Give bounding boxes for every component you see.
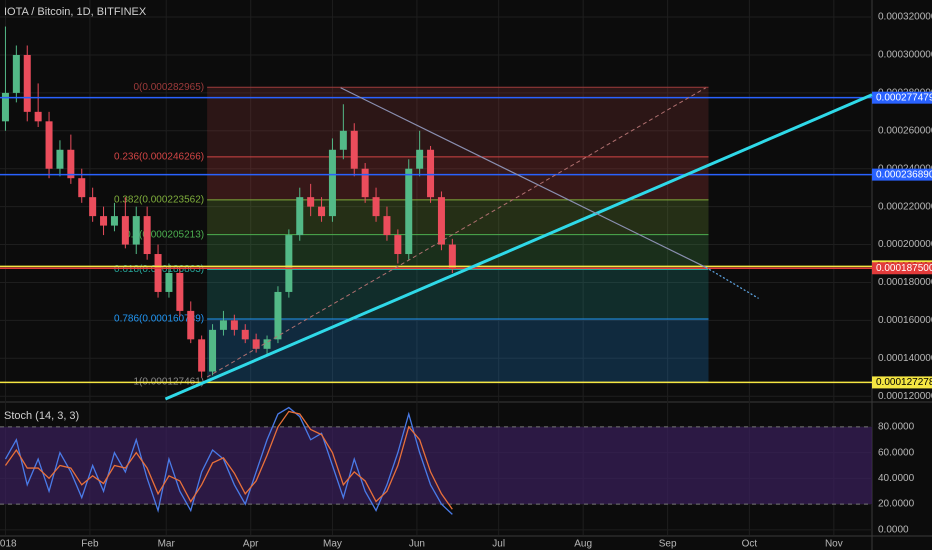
price-tag-label: 0.000277479 bbox=[876, 92, 932, 103]
x-tick-label: Mar bbox=[158, 539, 176, 550]
fib-label: 0.786(0.000160739) bbox=[114, 314, 204, 325]
fib-zone bbox=[207, 318, 709, 383]
candle-body bbox=[198, 339, 206, 372]
candle-body bbox=[307, 197, 315, 207]
x-tick-label: Jul bbox=[492, 539, 505, 550]
trend-line bbox=[164, 93, 873, 401]
candle-body bbox=[110, 216, 118, 226]
candle-body bbox=[23, 54, 31, 112]
fib-zone bbox=[207, 199, 709, 235]
fib-label: 0.382(0.000223562) bbox=[114, 195, 204, 206]
price-tag bbox=[872, 262, 932, 275]
price-tag bbox=[872, 91, 932, 104]
fib-zone bbox=[207, 269, 709, 319]
x-tick-label: 2018 bbox=[0, 539, 17, 550]
fib-label: 0(0.000282965) bbox=[133, 82, 204, 93]
x-tick-label: May bbox=[323, 539, 342, 550]
y-tick-label: 0.0001600000 bbox=[878, 315, 932, 326]
candle-body bbox=[230, 320, 238, 330]
candle-body bbox=[318, 206, 326, 217]
price-tag-label: 0.000236890 bbox=[876, 169, 932, 180]
candle-body bbox=[143, 216, 151, 255]
candle-body bbox=[285, 235, 293, 292]
fib-zone bbox=[207, 234, 709, 270]
x-tick-label: Aug bbox=[574, 539, 592, 550]
candle-body bbox=[448, 244, 456, 269]
y-tick-label: 0.0003200000 bbox=[878, 12, 932, 23]
fib-zone bbox=[207, 156, 709, 200]
x-tick-label: Apr bbox=[243, 539, 259, 550]
y-tick-label: 0.0003000000 bbox=[878, 50, 932, 61]
y-tick-label: 0.0000 bbox=[878, 524, 909, 535]
candle-body bbox=[176, 272, 184, 311]
price-tag bbox=[872, 376, 932, 389]
candle-body bbox=[100, 216, 108, 226]
candle-body bbox=[209, 329, 217, 372]
candle-body bbox=[67, 149, 75, 179]
candle-body bbox=[296, 197, 304, 236]
candle-body bbox=[394, 235, 402, 255]
candle-body bbox=[361, 168, 369, 198]
candle-body bbox=[45, 121, 53, 169]
candle-body bbox=[328, 149, 336, 217]
candle-body bbox=[121, 216, 129, 245]
y-tick-label: 80.0000 bbox=[878, 422, 915, 433]
y-tick-label: 40.0000 bbox=[878, 473, 915, 484]
stoch-line bbox=[4, 410, 453, 510]
chart-title: IOTA / Bitcoin, 1D, BITFINEX bbox=[4, 6, 147, 18]
candle-body bbox=[405, 168, 413, 255]
candle-body bbox=[252, 339, 260, 349]
y-tick-label: 0.0002600000 bbox=[878, 125, 932, 136]
x-tick-label: Nov bbox=[825, 539, 843, 550]
x-tick-label: Jun bbox=[409, 539, 425, 550]
trend-line bbox=[340, 87, 707, 268]
candle-body bbox=[427, 149, 435, 198]
y-tick-label: 20.0000 bbox=[878, 499, 915, 510]
fib-label: 0.5(0.000205213) bbox=[125, 229, 204, 240]
candle-body bbox=[154, 254, 162, 292]
stoch-title: Stoch (14, 3, 3) bbox=[4, 410, 79, 422]
candle-body bbox=[34, 111, 42, 122]
candle-body bbox=[56, 149, 64, 169]
candle-body bbox=[437, 197, 445, 245]
price-tag bbox=[872, 168, 932, 181]
y-tick-label: 0.0001200000 bbox=[878, 391, 932, 402]
candle-body bbox=[132, 216, 140, 245]
candle-body bbox=[339, 130, 347, 150]
stoch-line bbox=[4, 406, 453, 515]
candle-body bbox=[219, 320, 227, 330]
price-tag-label: 0.000187500 bbox=[876, 263, 932, 274]
y-tick-label: 60.0000 bbox=[878, 447, 915, 458]
candle-body bbox=[263, 339, 271, 349]
candle-body bbox=[165, 272, 173, 292]
candle-body bbox=[274, 291, 282, 340]
y-tick-label: 0.0001400000 bbox=[878, 353, 932, 364]
candle-body bbox=[416, 149, 424, 169]
y-tick-label: 0.0002200000 bbox=[878, 201, 932, 212]
candle-body bbox=[187, 310, 195, 340]
stoch-band bbox=[0, 426, 872, 505]
candle-body bbox=[89, 197, 97, 217]
y-tick-label: 0.0001800000 bbox=[878, 277, 932, 288]
x-tick-label: Oct bbox=[742, 539, 758, 550]
fib-label: 0.236(0.000246266) bbox=[114, 151, 204, 162]
candle-body bbox=[350, 130, 358, 169]
y-tick-label: 0.0002000000 bbox=[878, 239, 932, 250]
price-tag-label: 0.000127278 bbox=[876, 377, 932, 388]
candle-body bbox=[12, 54, 20, 93]
candle-body bbox=[372, 197, 380, 217]
candle-body bbox=[241, 329, 249, 340]
candle-body bbox=[383, 216, 391, 236]
candle-body bbox=[1, 92, 9, 122]
x-tick-label: Sep bbox=[659, 539, 677, 550]
candle-body bbox=[78, 178, 86, 198]
x-tick-label: Feb bbox=[81, 539, 99, 550]
trend-line bbox=[206, 87, 707, 378]
